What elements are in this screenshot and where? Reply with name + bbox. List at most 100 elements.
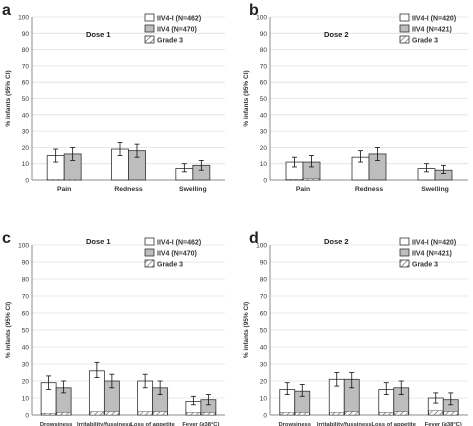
y-tick-label: 80 bbox=[22, 277, 30, 284]
y-tick-label: 90 bbox=[22, 31, 30, 38]
y-tick-label: 70 bbox=[260, 63, 268, 70]
panel-letter: c bbox=[2, 230, 11, 247]
y-tick-label: 30 bbox=[22, 362, 30, 369]
bar-grade3 bbox=[41, 413, 56, 416]
y-tick-label: 60 bbox=[22, 311, 30, 318]
x-tick-label: Redness bbox=[114, 186, 143, 193]
bar-grade3 bbox=[89, 411, 105, 416]
bar-grade3 bbox=[56, 412, 71, 416]
y-tick-label: 50 bbox=[260, 328, 268, 335]
bar-grade3 bbox=[64, 179, 81, 181]
panel-letter: d bbox=[249, 230, 259, 247]
x-tick-label: Fever (≥38°C) bbox=[182, 422, 219, 426]
y-tick-label: 80 bbox=[22, 47, 30, 54]
bar-grade3 bbox=[152, 411, 168, 416]
legend-label: IIV4-I (N=462) bbox=[157, 240, 201, 247]
y-tick-label: 30 bbox=[260, 362, 268, 369]
panel-title: Dose 1 bbox=[86, 30, 111, 39]
bar-grade3 bbox=[286, 178, 303, 181]
bar-grade3 bbox=[303, 178, 320, 181]
legend-swatch-grade3 bbox=[399, 259, 410, 268]
y-tick-label: 40 bbox=[22, 112, 30, 119]
panel-title: Dose 2 bbox=[324, 237, 349, 246]
y-tick-label: 50 bbox=[260, 96, 268, 103]
legend-swatch-grade3 bbox=[144, 35, 155, 44]
legend-swatch-iiv4-i bbox=[399, 13, 410, 22]
bar-grade3 bbox=[201, 412, 216, 416]
legend-label: Grade 3 bbox=[412, 38, 438, 45]
legend-label: IIV4 (N=421) bbox=[412, 251, 452, 258]
y-tick-label: 70 bbox=[22, 63, 30, 70]
y-tick-label: 90 bbox=[260, 260, 268, 267]
y-tick-label: 20 bbox=[22, 145, 30, 152]
legend-swatch-grade3 bbox=[399, 35, 410, 44]
y-tick-label: 0 bbox=[25, 178, 29, 185]
x-tick-label: Pain bbox=[57, 186, 71, 193]
legend-swatch-iiv4-i bbox=[144, 237, 155, 246]
legend-swatch-iiv4-i bbox=[144, 13, 155, 22]
x-tick-label: Drowsiness bbox=[40, 422, 73, 426]
y-tick-label: 60 bbox=[260, 311, 268, 318]
y-tick-label: 90 bbox=[260, 31, 268, 38]
legend-swatch-iiv4-i bbox=[399, 237, 410, 246]
y-tick-label: 100 bbox=[256, 15, 267, 22]
y-tick-label: 40 bbox=[260, 345, 268, 352]
x-tick-label: Pain bbox=[296, 186, 310, 193]
y-tick-label: 10 bbox=[260, 396, 268, 403]
y-tick-label: 80 bbox=[260, 277, 268, 284]
panel-letter: b bbox=[249, 2, 259, 19]
legend: IIV4-I (N=420) IIV4 (N=421) Grade 3 bbox=[399, 13, 456, 45]
y-tick-label: 30 bbox=[260, 129, 268, 136]
bar-grade3 bbox=[344, 411, 359, 416]
legend-swatch-iiv4 bbox=[399, 248, 410, 257]
legend-swatch-iiv4 bbox=[144, 24, 155, 33]
legend: IIV4-I (N=420) IIV4 (N=421) Grade 3 bbox=[399, 237, 456, 269]
panel-title: Dose 1 bbox=[86, 237, 111, 246]
legend-label: IIV4-I (N=420) bbox=[412, 240, 456, 247]
x-tick-label: Irritability/fussiness bbox=[77, 422, 132, 426]
y-tick-label: 70 bbox=[260, 294, 268, 301]
legend-label: IIV4-I (N=420) bbox=[412, 16, 456, 23]
x-tick-label: Fever (≥38°C) bbox=[425, 422, 462, 426]
y-tick-label: 100 bbox=[256, 243, 267, 250]
x-tick-label: Swelling bbox=[421, 186, 449, 193]
y-axis-label: % infants (95% CI) bbox=[5, 302, 12, 358]
legend-label: Grade 3 bbox=[412, 262, 438, 269]
panel-c: c 0 10 20 30 40 50 60 70 80 90 100 % infants (95% CI… bbox=[2, 230, 225, 426]
bar-grade3 bbox=[428, 410, 443, 416]
panel-letter: a bbox=[2, 2, 11, 19]
y-tick-label: 100 bbox=[18, 15, 29, 22]
legend-label: Grade 3 bbox=[157, 262, 183, 269]
y-tick-label: 60 bbox=[260, 80, 268, 87]
bar-grade3 bbox=[443, 411, 458, 416]
legend-label: IIV4 (N=470) bbox=[157, 27, 197, 34]
x-tick-label: Loss of appetite bbox=[130, 422, 175, 426]
bar-grade3 bbox=[47, 179, 64, 181]
y-tick-label: 60 bbox=[22, 80, 30, 87]
y-axis-label: % infants (95% CI) bbox=[243, 302, 250, 358]
y-tick-label: 20 bbox=[260, 145, 268, 152]
bar-grade3 bbox=[379, 412, 394, 416]
y-tick-label: 40 bbox=[22, 345, 30, 352]
x-tick-label: Irritability/fussiness bbox=[317, 422, 372, 426]
legend-label: IIV4 (N=421) bbox=[412, 27, 452, 34]
bar-grade3 bbox=[104, 411, 120, 416]
y-tick-label: 90 bbox=[22, 260, 30, 267]
y-tick-label: 50 bbox=[22, 328, 30, 335]
x-tick-label: Redness bbox=[355, 186, 384, 193]
panel-a: a 0 10 20 30 40 50 60 70 80 90 100 % infants (95% CI… bbox=[2, 2, 225, 193]
y-tick-label: 40 bbox=[260, 112, 268, 119]
y-tick-label: 50 bbox=[22, 96, 30, 103]
y-tick-label: 0 bbox=[263, 178, 267, 185]
y-tick-label: 20 bbox=[22, 379, 30, 386]
panel-d: d 0 10 20 30 40 50 60 70 80 90 100 % infants (95% CI… bbox=[243, 230, 468, 426]
panel-title: Dose 2 bbox=[324, 30, 349, 39]
y-tick-label: 10 bbox=[22, 161, 30, 168]
legend-swatch-iiv4 bbox=[144, 248, 155, 257]
bar-grade3 bbox=[295, 412, 310, 416]
panel-b: b 0 10 20 30 40 50 60 70 80 90 100 % infants (95% CI… bbox=[243, 2, 468, 193]
y-tick-label: 10 bbox=[260, 161, 268, 168]
y-tick-label: 0 bbox=[263, 413, 267, 420]
y-tick-label: 30 bbox=[22, 129, 30, 136]
y-tick-label: 80 bbox=[260, 47, 268, 54]
